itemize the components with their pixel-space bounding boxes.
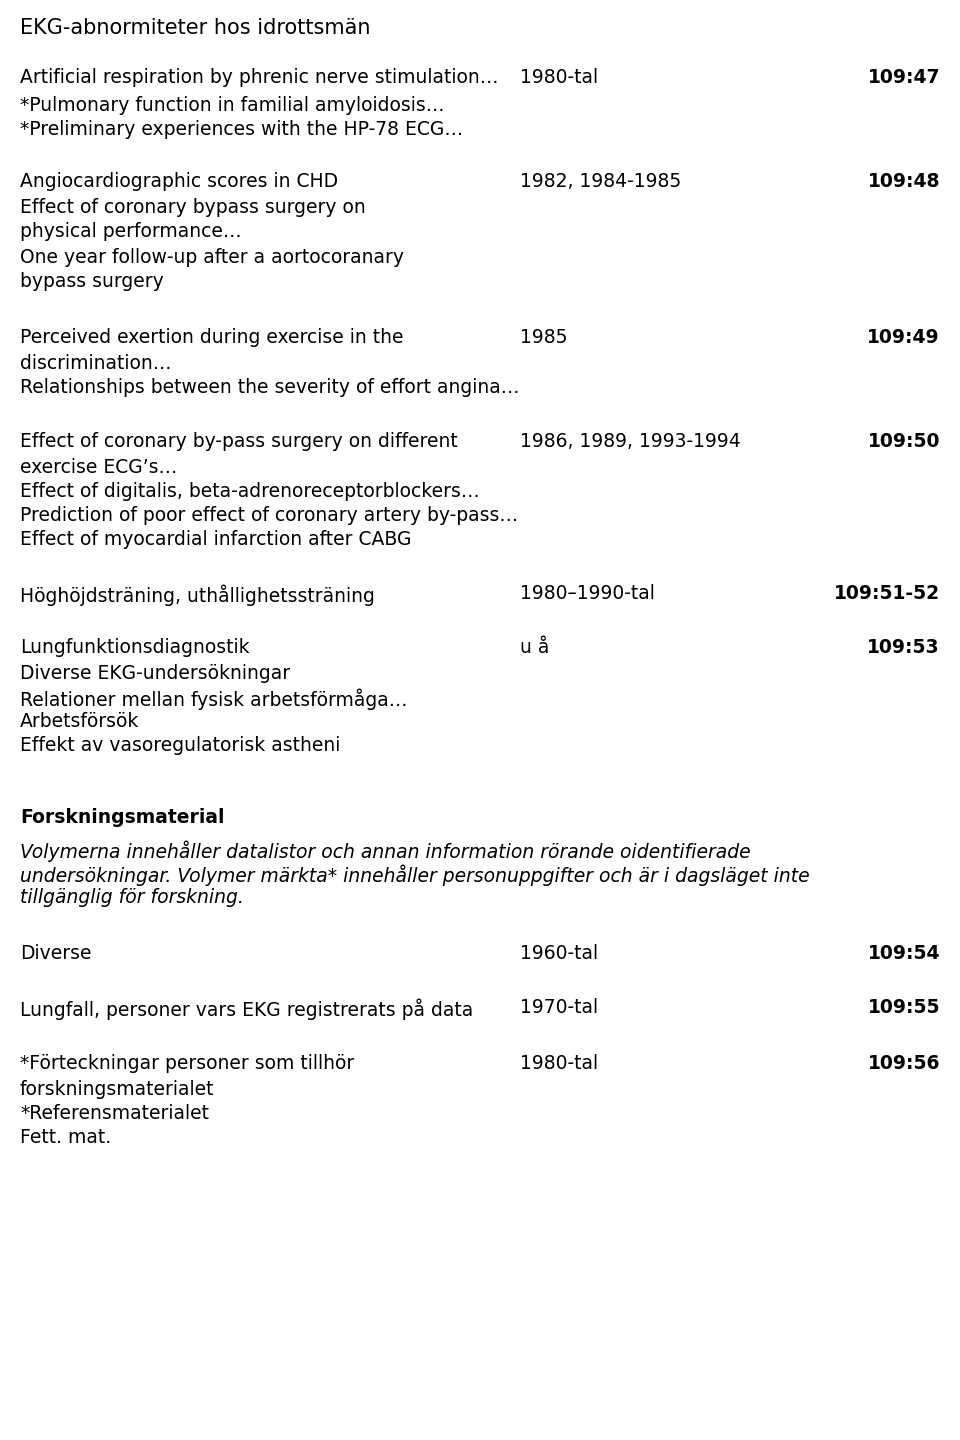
Text: *Referensmaterialet: *Referensmaterialet xyxy=(20,1104,209,1123)
Text: One year follow-up after a aortocoranary: One year follow-up after a aortocoranary xyxy=(20,248,404,266)
Text: Effect of coronary by-pass surgery on different: Effect of coronary by-pass surgery on di… xyxy=(20,432,458,451)
Text: 1980-tal: 1980-tal xyxy=(520,68,598,86)
Text: Lungfall, personer vars EKG registrerats på data: Lungfall, personer vars EKG registrerats… xyxy=(20,998,473,1020)
Text: 109:54: 109:54 xyxy=(868,945,940,963)
Text: u å: u å xyxy=(520,638,549,657)
Text: Artificial respiration by phrenic nerve stimulation…: Artificial respiration by phrenic nerve … xyxy=(20,68,498,86)
Text: Relationer mellan fysisk arbetsförmåga…: Relationer mellan fysisk arbetsförmåga… xyxy=(20,688,407,710)
Text: Effect of coronary bypass surgery on: Effect of coronary bypass surgery on xyxy=(20,197,366,217)
Text: 1985: 1985 xyxy=(520,328,567,347)
Text: Diverse EKG-undersökningar: Diverse EKG-undersökningar xyxy=(20,664,290,683)
Text: 109:47: 109:47 xyxy=(868,68,940,86)
Text: tillgänglig för forskning.: tillgänglig för forskning. xyxy=(20,888,244,907)
Text: 109:56: 109:56 xyxy=(868,1054,940,1073)
Text: Relationships between the severity of effort angina…: Relationships between the severity of ef… xyxy=(20,377,519,397)
Text: Fett. mat.: Fett. mat. xyxy=(20,1128,111,1148)
Text: forskningsmaterialet: forskningsmaterialet xyxy=(20,1080,214,1099)
Text: 109:49: 109:49 xyxy=(868,328,940,347)
Text: 109:51-52: 109:51-52 xyxy=(834,585,940,603)
Text: *Pulmonary function in familial amyloidosis…: *Pulmonary function in familial amyloido… xyxy=(20,96,444,115)
Text: undersökningar. Volymer märkta* innehåller personuppgifter och är i dagsläget in: undersökningar. Volymer märkta* innehåll… xyxy=(20,864,809,886)
Text: Effect of digitalis, beta-adrenoreceptorblockers…: Effect of digitalis, beta-adrenoreceptor… xyxy=(20,482,480,501)
Text: 109:48: 109:48 xyxy=(868,171,940,192)
Text: 1986, 1989, 1993-1994: 1986, 1989, 1993-1994 xyxy=(520,432,741,451)
Text: Höghöjdsträning, uthållighetssträning: Höghöjdsträning, uthållighetssträning xyxy=(20,585,374,605)
Text: Arbetsförsök: Arbetsförsök xyxy=(20,711,139,732)
Text: 1982, 1984-1985: 1982, 1984-1985 xyxy=(520,171,682,192)
Text: Prediction of poor effect of coronary artery by-pass…: Prediction of poor effect of coronary ar… xyxy=(20,505,518,526)
Text: physical performance…: physical performance… xyxy=(20,222,242,240)
Text: 1960-tal: 1960-tal xyxy=(520,945,598,963)
Text: EKG-abnormiteter hos idrottsmän: EKG-abnormiteter hos idrottsmän xyxy=(20,17,371,37)
Text: Angiocardiographic scores in CHD: Angiocardiographic scores in CHD xyxy=(20,171,338,192)
Text: *Förteckningar personer som tillhör: *Förteckningar personer som tillhör xyxy=(20,1054,354,1073)
Text: *Preliminary experiences with the HP-78 ECG…: *Preliminary experiences with the HP-78 … xyxy=(20,120,463,140)
Text: discrimination…: discrimination… xyxy=(20,354,172,373)
Text: 109:53: 109:53 xyxy=(868,638,940,657)
Text: Lungfunktionsdiagnostik: Lungfunktionsdiagnostik xyxy=(20,638,250,657)
Text: Effect of myocardial infarction after CABG: Effect of myocardial infarction after CA… xyxy=(20,530,412,549)
Text: Perceived exertion during exercise in the: Perceived exertion during exercise in th… xyxy=(20,328,403,347)
Text: Effekt av vasoregulatorisk astheni: Effekt av vasoregulatorisk astheni xyxy=(20,736,341,755)
Text: 1980-tal: 1980-tal xyxy=(520,1054,598,1073)
Text: 1970-tal: 1970-tal xyxy=(520,998,598,1017)
Text: Forskningsmaterial: Forskningsmaterial xyxy=(20,808,225,827)
Text: Volymerna innehåller datalistor och annan information rörande oidentifierade: Volymerna innehåller datalistor och anna… xyxy=(20,840,751,861)
Text: 109:55: 109:55 xyxy=(868,998,940,1017)
Text: Diverse: Diverse xyxy=(20,945,91,963)
Text: 109:50: 109:50 xyxy=(868,432,940,451)
Text: 1980–1990-tal: 1980–1990-tal xyxy=(520,585,655,603)
Text: exercise ECG’s…: exercise ECG’s… xyxy=(20,458,178,477)
Text: bypass surgery: bypass surgery xyxy=(20,272,164,291)
